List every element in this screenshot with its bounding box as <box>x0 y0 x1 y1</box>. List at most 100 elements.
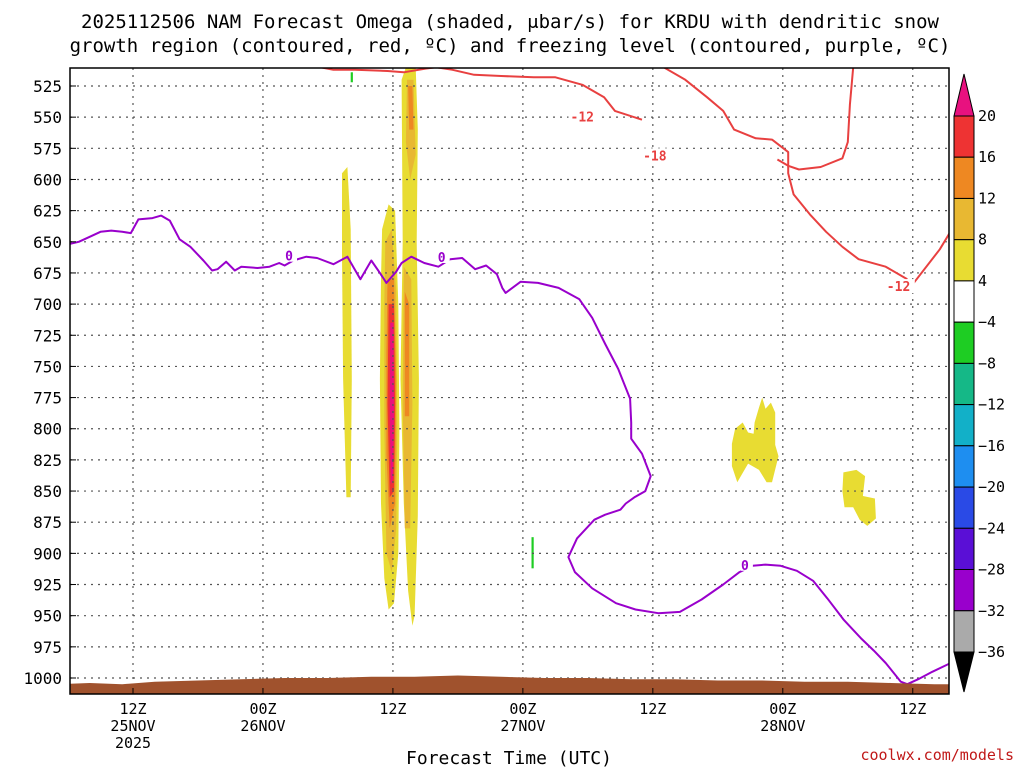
x-tick-label: 26NOV <box>240 717 285 735</box>
x-tick-label: 12Z <box>119 700 146 718</box>
freezing-contour-label: 0 <box>438 251 446 266</box>
dgz-contour-mid <box>436 68 643 121</box>
x-tick-label: 2025 <box>115 734 151 752</box>
colorbar-tick-label: 8 <box>978 231 987 249</box>
dgz-label-bg <box>884 279 915 294</box>
colorbar-swatch <box>953 610 975 653</box>
y-tick-label: 1000 <box>23 669 62 688</box>
x-tick-label: 12Z <box>379 700 406 718</box>
colorbar-swatch <box>953 321 975 364</box>
x-axis-title: Forecast Time (UTC) <box>406 748 612 768</box>
grid-lines <box>70 68 949 694</box>
y-tick-label: 600 <box>33 171 62 190</box>
colorbar-swatch <box>953 239 975 282</box>
freezing-level-line <box>70 214 949 686</box>
colorbar-swatch <box>953 404 975 447</box>
plot-frame <box>69 67 950 695</box>
y-tick-label: 875 <box>33 513 62 532</box>
dgz-contour-label: -18 <box>643 149 667 164</box>
omega-patch-gold-top <box>405 79 416 180</box>
colorbar-tick-label: −4 <box>978 313 996 331</box>
colorbar-tick-label: −24 <box>978 519 1005 537</box>
omega-patch-blob-far <box>842 469 876 526</box>
y-tick-label: 750 <box>33 357 62 376</box>
chart-title-line-2: growth region (contoured, red, ºC) and f… <box>70 35 951 57</box>
colorbar-bottom-arrow <box>953 651 975 693</box>
colorbar-tick-label: −28 <box>978 561 1005 579</box>
colorbar-top-arrow <box>953 73 975 117</box>
colorbar-tick-label: −36 <box>978 643 1005 661</box>
freezing-label-bg <box>285 248 297 262</box>
dgz-label-bg <box>641 148 672 163</box>
contours <box>70 68 949 686</box>
colorbar-swatch <box>953 362 975 406</box>
freezing-contour-label: 0 <box>285 250 293 265</box>
x-tick-label: 00Z <box>509 700 536 718</box>
y-tick-label: 525 <box>33 77 62 96</box>
colorbar-swatch <box>953 280 975 323</box>
ground-band <box>70 675 949 694</box>
colorbar-tick-label: 16 <box>978 148 996 166</box>
colorbar-tick-label: −32 <box>978 602 1005 620</box>
x-tick-label: 28NOV <box>760 717 805 735</box>
x-tick-label: 12Z <box>639 700 666 718</box>
colorbar-tick-label: −20 <box>978 478 1005 496</box>
contour-labels: -12 -18 -12 0 0 0 <box>285 109 915 574</box>
omega-patch-orange-top <box>408 86 414 130</box>
colorbar-tick-label: 4 <box>978 272 987 290</box>
colorbar-swatch <box>953 527 975 570</box>
dgz-label-bg <box>568 109 599 124</box>
x-tick-label: 12Z <box>899 700 926 718</box>
colorbar-tick-label: 12 <box>978 190 996 208</box>
x-tick-label: 00Z <box>769 700 796 718</box>
y-tick-label: 975 <box>33 638 62 657</box>
omega-patch-green-top <box>350 72 353 83</box>
colorbar-tick-label: −8 <box>978 354 996 372</box>
colorbar-swatch <box>953 445 975 488</box>
y-tick-label: 825 <box>33 451 62 470</box>
freezing-label-bg <box>740 557 753 571</box>
x-tick-label: 25NOV <box>110 717 155 735</box>
y-tick-label: 850 <box>33 482 62 501</box>
chart-title-line-1: 2025112506 NAM Forecast Omega (shaded, μ… <box>81 11 939 33</box>
colorbar-swatch <box>953 569 975 612</box>
plot-area <box>70 68 949 694</box>
dgz-contour-label: -12 <box>571 111 594 126</box>
ground-fill <box>70 675 949 694</box>
y-tick-label: 625 <box>33 202 62 221</box>
colorbar-tick-label: 20 <box>978 107 996 125</box>
freezing-contour-label: 0 <box>741 559 749 574</box>
y-tick-label: 725 <box>33 326 62 345</box>
y-axis-ticks: 525 550 575 600 625 650 675 700 725 750 775 800 825 8… <box>23 77 76 688</box>
omega-patch-strip <box>342 167 352 498</box>
colorbar-tick-label: −16 <box>978 437 1005 455</box>
y-tick-label: 550 <box>33 108 62 127</box>
credit-text: coolwx.com/models <box>860 746 1014 764</box>
dgz-contour-minus18 <box>776 68 855 171</box>
dgz-contour-label: -12 <box>887 280 910 295</box>
omega-patch-blob-right <box>731 397 779 483</box>
y-tick-label: 650 <box>33 233 62 252</box>
omega-colorbar: 20 16 12 8 4 −4 −8 −12 −16 −20 −24 −28 −32 −36 <box>953 73 1005 693</box>
colorbar-swatch <box>953 198 975 241</box>
colorbar-tick-label: −12 <box>978 396 1005 414</box>
omega-patch-orange-mid <box>404 291 410 417</box>
y-tick-label: 700 <box>33 295 62 314</box>
y-tick-label: 925 <box>33 576 62 595</box>
y-tick-label: 575 <box>33 139 62 158</box>
colorbar-swatch <box>953 156 975 199</box>
x-tick-label: 00Z <box>249 700 276 718</box>
y-tick-label: 675 <box>33 264 62 283</box>
y-tick-label: 900 <box>33 544 62 563</box>
omega-patch-green-bottom <box>531 537 534 569</box>
y-tick-label: 950 <box>33 607 62 626</box>
omega-shading <box>342 68 876 626</box>
dgz-contour-right <box>663 68 908 281</box>
colorbar-swatch <box>953 115 975 158</box>
freezing-label-bg <box>437 250 450 263</box>
x-tick-label: 27NOV <box>500 717 545 735</box>
y-tick-label: 800 <box>33 420 62 439</box>
y-tick-label: 775 <box>33 389 62 408</box>
